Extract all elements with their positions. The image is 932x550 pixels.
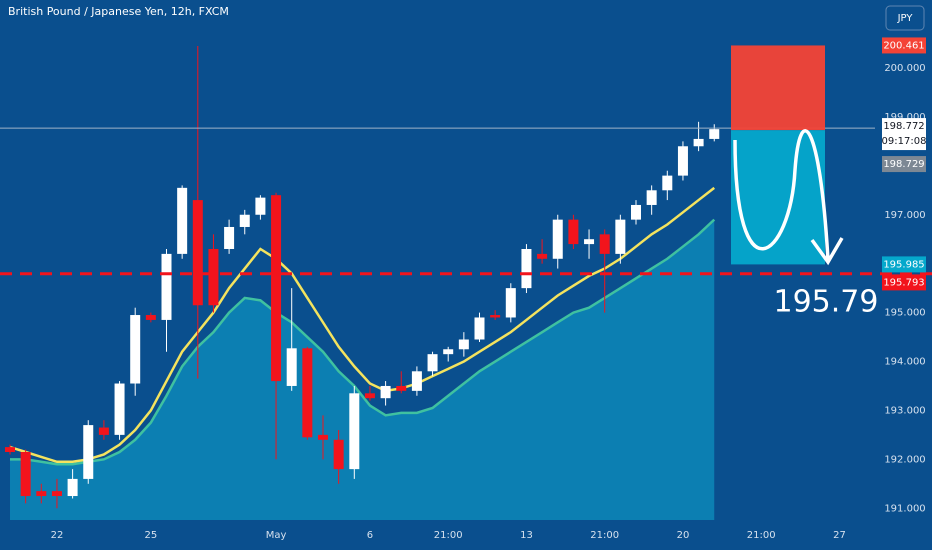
x-tick-label: 13 <box>520 530 533 541</box>
x-tick-label: 21:00 <box>590 530 619 541</box>
x-tick-label: May <box>266 530 287 541</box>
candle-body <box>396 385 407 391</box>
target-label: 195.985 <box>883 259 924 270</box>
candle-body <box>349 393 360 470</box>
candle-body <box>36 491 47 497</box>
x-tick-label: 27 <box>833 530 846 541</box>
candle-body <box>599 234 610 254</box>
x-tick-label: 6 <box>367 530 373 541</box>
countdown-label: 09:17:08 <box>882 136 927 147</box>
candle-body <box>584 239 595 245</box>
candle-body <box>458 339 469 350</box>
y-tick-label: 193.000 <box>884 405 925 416</box>
candle-body <box>380 385 391 399</box>
target-label-box <box>882 256 926 273</box>
candle-body <box>505 288 516 318</box>
candle-body <box>161 253 172 320</box>
y-tick-label: 200.000 <box>884 63 925 74</box>
support-label: 195.793 <box>883 277 924 288</box>
candle-body <box>208 248 219 306</box>
moving-average-line <box>9 186 716 464</box>
candle-body <box>67 478 78 497</box>
y-tick-label: 191.000 <box>884 503 925 514</box>
y-tick-label: 192.000 <box>884 454 925 465</box>
candle-body <box>615 219 626 254</box>
stop-zone <box>731 45 825 131</box>
candle-body <box>490 315 501 318</box>
candle-body <box>693 138 704 147</box>
candle-body <box>302 348 313 438</box>
candle-body <box>537 253 548 259</box>
candle-body <box>239 214 250 227</box>
candle-body <box>709 129 720 139</box>
candle-body <box>130 315 141 384</box>
candle-body <box>51 491 62 497</box>
last-price-box <box>882 118 926 151</box>
candle-body <box>677 146 688 176</box>
x-tick-label: 21:00 <box>434 530 463 541</box>
x-tick-label: 20 <box>677 530 690 541</box>
support-label-box <box>882 274 926 291</box>
candle-body <box>224 226 235 249</box>
candle-body <box>646 190 657 205</box>
candle-body <box>271 195 282 382</box>
candle-body <box>98 427 109 435</box>
candle-body <box>411 371 422 391</box>
candle-body <box>662 175 673 191</box>
chart-title: British Pound / Japanese Yen, 12h, FXCM <box>8 5 229 18</box>
stop-label-box <box>882 37 926 54</box>
candle-body <box>568 219 579 245</box>
candle-body <box>552 219 563 259</box>
candle-body <box>20 452 31 497</box>
candle-body <box>286 348 297 386</box>
candle-body <box>521 248 532 289</box>
candle-body <box>427 354 438 372</box>
candle-body <box>333 439 344 470</box>
y-tick-label: 199.000 <box>884 112 925 123</box>
candle-body <box>114 383 125 435</box>
x-tick-label: 21:00 <box>747 530 776 541</box>
x-tick-label: 22 <box>51 530 64 541</box>
candle-body <box>177 187 188 254</box>
y-tick-label: 197.000 <box>884 210 925 221</box>
x-tick-label: 25 <box>144 530 157 541</box>
entry-label: 198.729 <box>883 159 924 170</box>
area-fill <box>10 219 715 520</box>
currency-label[interactable]: JPY <box>897 13 914 24</box>
candle-body <box>318 434 328 440</box>
currency-button[interactable] <box>885 5 925 31</box>
projection-arrow <box>733 129 844 266</box>
candle-body <box>83 425 94 479</box>
entry-label-box <box>882 156 926 173</box>
candle-body <box>5 447 15 453</box>
moving-average-line <box>10 218 716 466</box>
stop-label: 200.461 <box>883 40 924 51</box>
y-tick-label: 195.000 <box>884 308 925 319</box>
candle-body <box>255 197 266 215</box>
y-tick-label: 194.000 <box>884 357 925 368</box>
candle-body <box>474 317 485 340</box>
candle-body <box>145 315 156 320</box>
target-text: 195.79 <box>774 285 879 320</box>
candle-body <box>443 349 454 355</box>
last-price-label: 198.772 <box>883 121 924 132</box>
candle-body <box>631 204 641 220</box>
candle-body <box>192 200 203 306</box>
target-zone <box>731 130 825 265</box>
plot-area <box>5 45 720 520</box>
candle-body <box>364 393 375 399</box>
